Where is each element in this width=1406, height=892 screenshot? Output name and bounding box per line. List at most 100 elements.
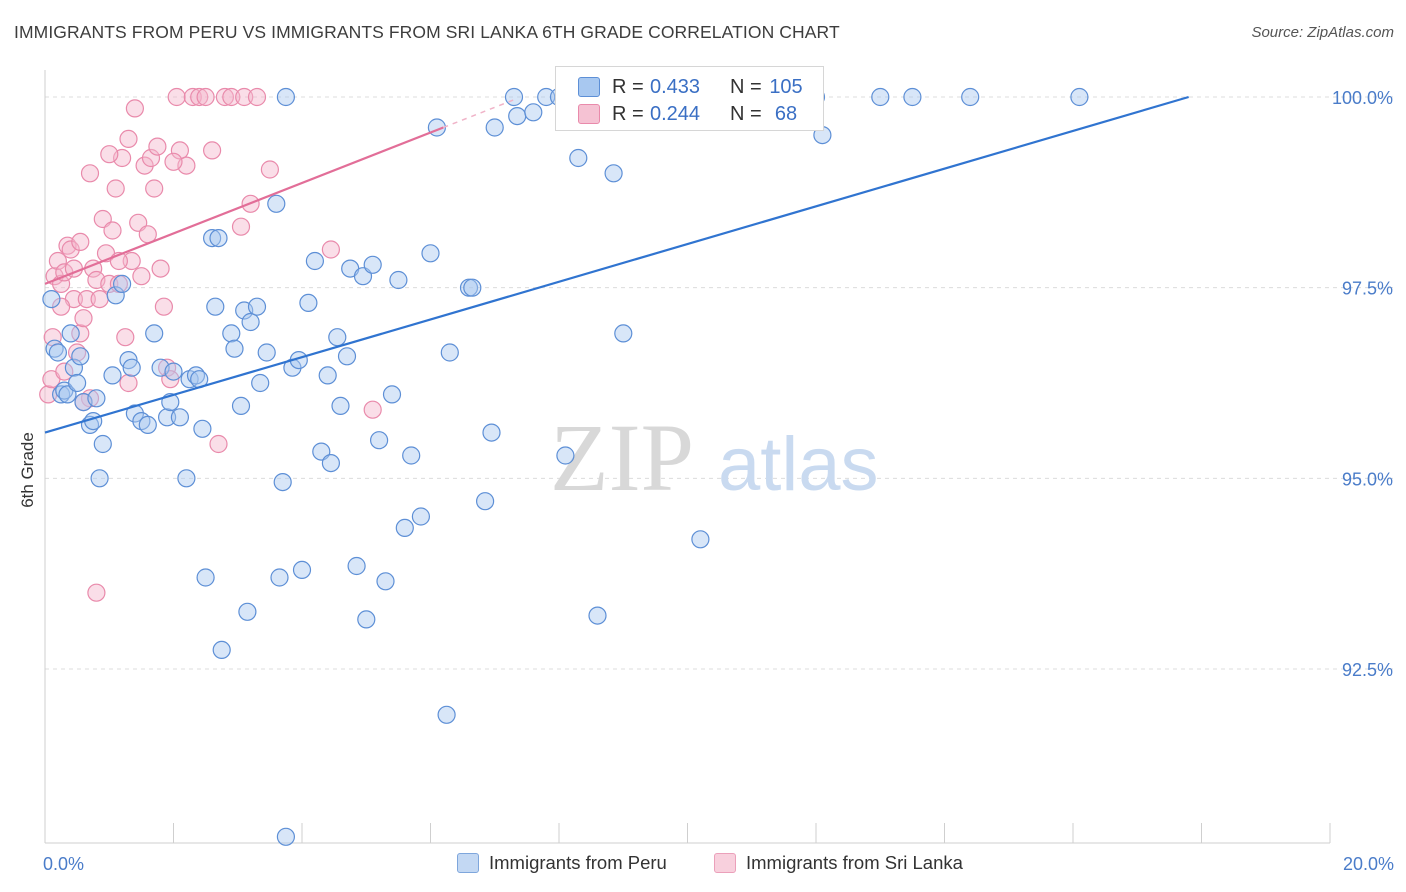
y-tick-label: 97.5%	[1342, 279, 1393, 299]
watermark-atlas: atlas	[718, 422, 879, 507]
sri-lanka-trend-line	[44, 126, 444, 285]
sri-lanka-point	[231, 217, 251, 236]
peru-point	[337, 347, 357, 366]
axes	[44, 70, 1331, 844]
peru-point	[347, 556, 366, 576]
legend-r-value-peru: 0.433	[650, 75, 701, 98]
sri-lanka-trend-extension	[443, 99, 515, 129]
peru-point	[485, 118, 504, 137]
peru-point	[225, 339, 244, 358]
legend-swatch-peru	[578, 77, 600, 97]
sri-lanka-points	[39, 87, 382, 602]
sri-lanka-point	[103, 221, 122, 240]
peru-point	[61, 324, 80, 343]
peru-point	[177, 469, 196, 488]
grid-lines	[45, 96, 1395, 670]
sri-lanka-point	[164, 152, 183, 171]
peru-point	[267, 194, 286, 213]
peru-point	[138, 415, 157, 434]
y-tick-label: 92.5%	[1342, 660, 1393, 680]
series-legend: Immigrants from Peru Immigrants from Sri…	[0, 852, 1406, 878]
y-tick-label: 95.0%	[1342, 469, 1393, 489]
legend-swatch-sri-lanka	[578, 104, 600, 124]
peru-point	[238, 602, 257, 621]
sri-lanka-point	[87, 583, 106, 602]
legend-n-label: N =	[730, 102, 762, 125]
sri-lanka-point	[80, 164, 100, 183]
peru-point	[196, 568, 215, 587]
sri-lanka-point	[119, 129, 138, 148]
sri-lanka-point	[71, 232, 90, 251]
peru-point	[164, 362, 183, 381]
x-tick-label: 0.0%	[43, 854, 84, 874]
peru-point	[508, 106, 527, 126]
peru-point	[331, 396, 350, 415]
sri-lanka-point	[154, 297, 173, 316]
chart-title: IMMIGRANTS FROM PERU VS IMMIGRANTS FROM …	[14, 22, 840, 42]
sri-lanka-point	[148, 137, 167, 156]
peru-point	[212, 640, 231, 660]
peru-point	[90, 469, 109, 488]
sri-lanka-point	[77, 290, 96, 309]
sri-lanka-point	[141, 148, 161, 168]
tick-labels: 100.0% 97.5% 95.0% 92.5% 0.0% 20.0%	[43, 88, 1394, 874]
sri-lanka-point	[215, 87, 234, 107]
peru-point	[440, 343, 459, 362]
peru-point	[64, 358, 84, 377]
peru-point	[209, 229, 228, 248]
peru-point	[411, 507, 430, 526]
peru-point	[903, 87, 922, 107]
legend-r-label: R =	[612, 102, 644, 125]
peru-point	[363, 255, 382, 274]
sri-lanka-point	[260, 160, 279, 179]
peru-point	[463, 278, 482, 297]
peru-point	[247, 297, 267, 316]
source-label: Source: ZipAtlas.com	[1251, 24, 1394, 41]
peru-point	[614, 324, 633, 343]
sri-lanka-point	[196, 87, 215, 107]
peru-point	[370, 431, 389, 450]
sri-lanka-point	[183, 87, 202, 107]
sri-lanka-point	[235, 87, 254, 107]
sri-lanka-point	[71, 324, 90, 343]
peru-point	[299, 293, 318, 312]
stats-legend: R = 0.433 N = 105 R = 0.244 N = 68	[555, 66, 824, 131]
sri-lanka-point	[119, 373, 138, 393]
sri-lanka-point	[209, 434, 228, 454]
peru-point	[251, 373, 270, 393]
peru-point	[106, 286, 125, 305]
legend-item-peru[interactable]: Immigrants from Peru	[457, 852, 667, 874]
sri-lanka-point	[190, 87, 209, 107]
sri-lanka-point	[222, 87, 241, 107]
peru-point	[93, 434, 112, 454]
peru-point	[389, 270, 408, 290]
sri-lanka-point	[116, 328, 135, 347]
legend-n-label: N =	[730, 75, 762, 98]
legend-item-sri-lanka[interactable]: Immigrants from Sri Lanka	[714, 852, 963, 874]
sri-lanka-point	[132, 267, 151, 286]
peru-point	[48, 343, 68, 362]
peru-point	[482, 423, 501, 442]
sri-lanka-point	[106, 179, 125, 198]
peru-point	[604, 164, 623, 183]
peru-point	[87, 389, 106, 408]
y-tick-label: 100.0%	[1332, 88, 1393, 108]
sri-lanka-point	[100, 145, 119, 164]
peru-point	[395, 518, 414, 538]
peru-point	[504, 87, 524, 107]
peru-point	[257, 343, 276, 362]
peru-point	[222, 324, 241, 343]
peru-point	[305, 251, 324, 271]
peru-point	[1070, 87, 1089, 107]
peru-point	[112, 274, 132, 293]
legend-n-value-sri-lanka: 68	[774, 102, 798, 125]
peru-point	[871, 87, 890, 107]
peru-trend-line	[44, 95, 1189, 434]
peru-point	[42, 290, 61, 309]
peru-point	[193, 419, 212, 438]
peru-point	[206, 297, 225, 316]
legend-n-value-peru: 105	[769, 75, 803, 98]
peru-point	[556, 446, 575, 465]
peru-point	[569, 148, 588, 168]
